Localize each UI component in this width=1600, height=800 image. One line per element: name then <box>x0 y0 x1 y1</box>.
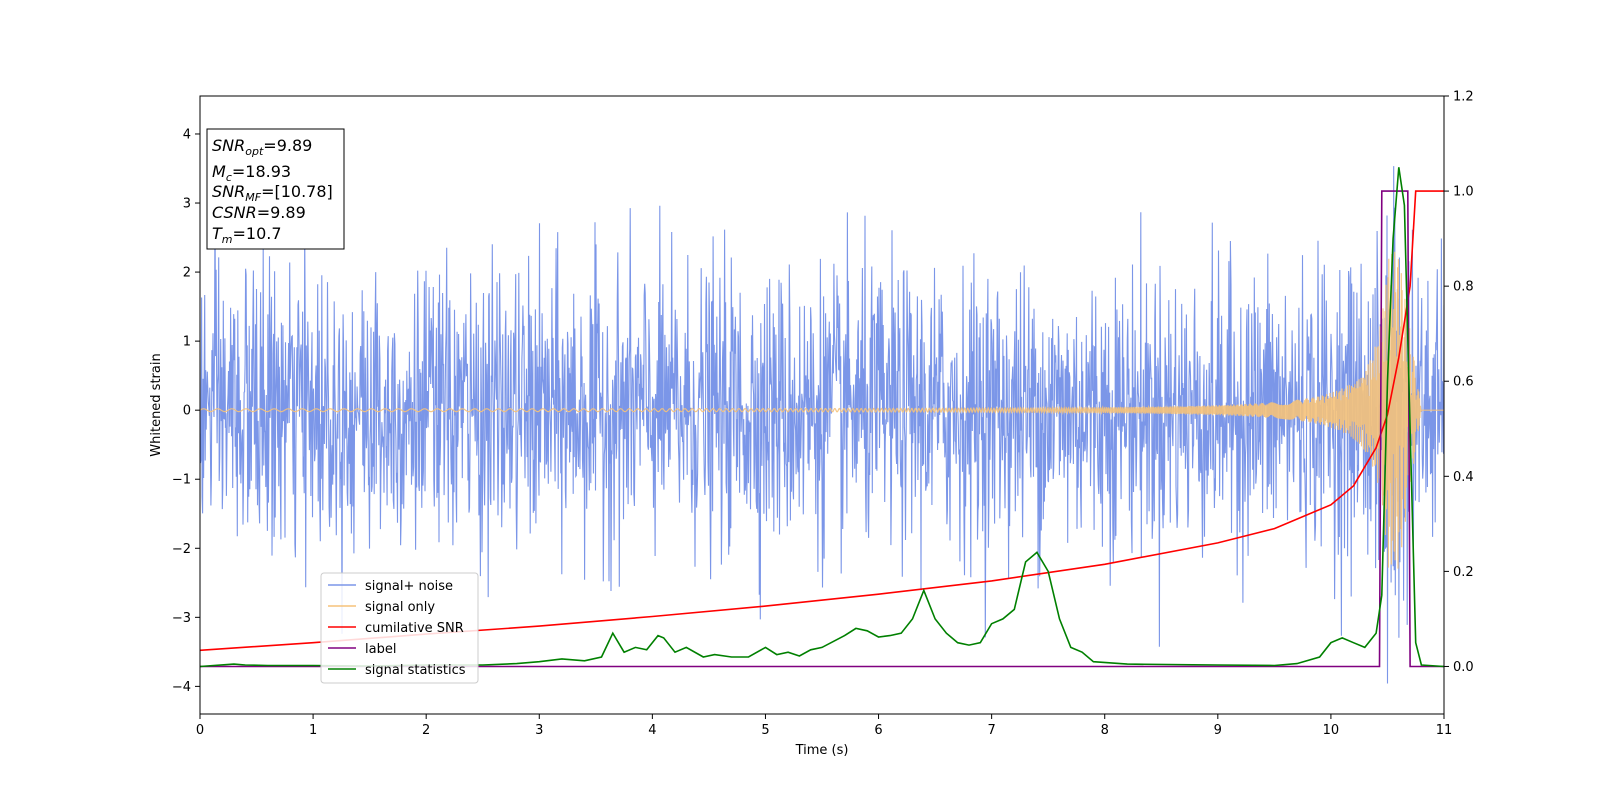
x-axis-label: Time (s) <box>795 743 849 758</box>
svg-text:signal statistics: signal statistics <box>365 663 466 678</box>
y-right-tick-label: 0.0 <box>1453 660 1474 675</box>
x-tick-label: 11 <box>1436 723 1453 738</box>
y-left-tick-label: 2 <box>183 266 191 281</box>
y-right-tick-label: 1.2 <box>1453 90 1474 105</box>
y-left-tick-label: −3 <box>172 611 191 626</box>
svg-text:label: label <box>365 642 396 657</box>
info-tm: Tm=10.7 <box>212 224 282 246</box>
signal-only-line <box>200 251 1444 569</box>
info-snr-opt: SNRopt=9.89 <box>212 136 312 158</box>
x-tick-label: 10 <box>1323 723 1340 738</box>
x-tick-label: 2 <box>422 723 430 738</box>
y-left-tick-label: 4 <box>183 127 191 142</box>
x-tick-label: 3 <box>535 723 543 738</box>
svg-text:signal+ noise: signal+ noise <box>365 579 453 594</box>
y-left-tick-label: 1 <box>183 335 191 350</box>
x-axis: 0 1 2 3 4 5 6 7 8 9 10 11 <box>196 714 1452 738</box>
series-layer <box>200 166 1444 684</box>
label-line <box>200 190 1444 668</box>
y-left-tick-label: −1 <box>172 473 191 488</box>
legend-item-signal-noise: signal+ noise <box>328 579 453 594</box>
y-right-tick-label: 0.2 <box>1453 565 1474 580</box>
cumilative-snr-line <box>200 190 1444 652</box>
info-mc: Mc=18.93 <box>212 162 291 184</box>
y-left-tick-label: 0 <box>183 404 191 419</box>
info-csnr: CSNR=9.89 <box>212 203 306 222</box>
info-snr-mf: SNRMF=[10.78] <box>212 182 333 204</box>
x-tick-label: 4 <box>648 723 656 738</box>
y-right-tick-label: 0.6 <box>1453 375 1474 390</box>
y-right-tick-label: 1.0 <box>1453 185 1474 200</box>
svg-text:signal only: signal only <box>365 600 435 615</box>
svg-text:cumilative SNR: cumilative SNR <box>365 621 464 636</box>
y-right-tick-label: 0.8 <box>1453 280 1474 295</box>
signal-statistics-line <box>200 167 1444 668</box>
signal-plus-noise-line <box>200 166 1444 684</box>
x-tick-label: 1 <box>309 723 317 738</box>
legend: signal+ noise signal only cumilative SNR… <box>320 572 479 684</box>
y-axis-left: 4 3 2 1 0 −1 −2 −3 −4 <box>172 127 200 695</box>
info-box: SNRopt=9.89 Mc=18.93 SNRMF=[10.78] CSNR=… <box>206 128 345 250</box>
x-tick-label: 5 <box>761 723 769 738</box>
x-tick-label: 6 <box>874 723 882 738</box>
x-tick-label: 9 <box>1214 723 1222 738</box>
legend-item-signal-statistics: signal statistics <box>328 663 466 678</box>
y-axis-label: Whitened strain <box>149 353 164 456</box>
x-tick-label: 0 <box>196 723 204 738</box>
legend-item-signal-only: signal only <box>328 600 435 615</box>
y-axis-right: 1.2 1.0 0.8 0.6 0.4 0.2 0.0 <box>1444 90 1474 675</box>
y-left-tick-label: −4 <box>172 680 191 695</box>
y-left-tick-label: −2 <box>172 542 191 557</box>
x-tick-label: 8 <box>1101 723 1109 738</box>
y-right-tick-label: 0.4 <box>1453 470 1474 485</box>
plot-frame <box>199 95 1445 715</box>
legend-item-label: label <box>328 642 396 657</box>
legend-item-cumilative-snr: cumilative SNR <box>328 621 464 636</box>
y-left-tick-label: 3 <box>183 197 191 212</box>
x-tick-label: 7 <box>987 723 995 738</box>
